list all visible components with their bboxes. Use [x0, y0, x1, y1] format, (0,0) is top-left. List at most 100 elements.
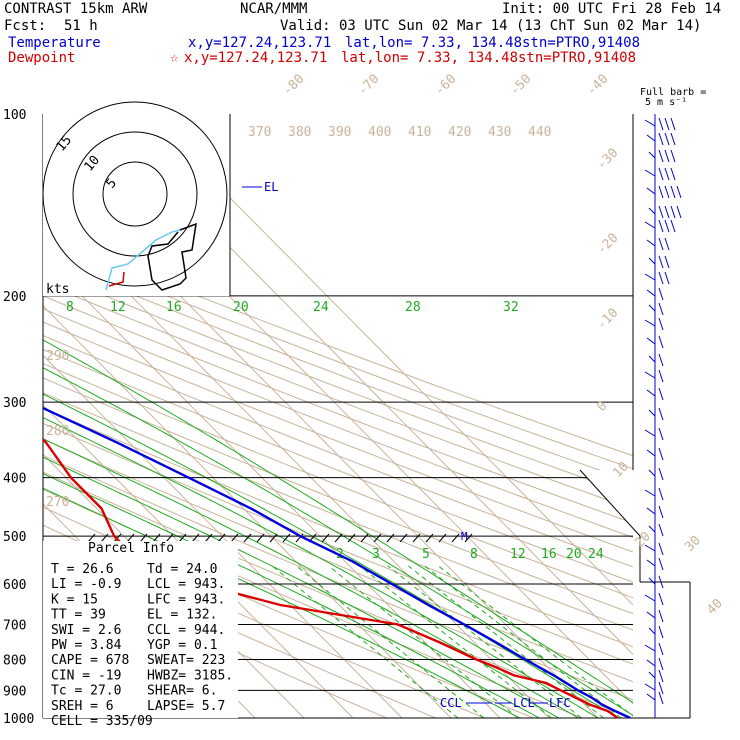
theta-label: 410	[408, 125, 431, 140]
parcel-info-left: SWI = 2.6	[51, 623, 121, 638]
pressure-tick-700: 700	[3, 618, 26, 633]
temperature-profile	[43, 406, 631, 718]
wind-barb	[644, 169, 656, 177]
isotherm-label: -40	[584, 72, 611, 99]
dry-adiabat-line	[43, 377, 633, 615]
hatch-mark	[152, 533, 161, 543]
dry-adiabat-line	[43, 270, 633, 496]
mixing-ratio-label: 20	[566, 547, 582, 562]
wind-barb-flag	[658, 487, 664, 501]
hodograph-ring-10	[72, 131, 198, 257]
hatch-mark	[100, 533, 109, 543]
hatch-mark	[139, 533, 148, 543]
parcel-info-background	[43, 541, 238, 718]
wind-barb	[648, 355, 656, 363]
wind-barb	[644, 544, 656, 552]
fcst-label: Fcst:	[4, 18, 46, 34]
wind-barb	[644, 644, 656, 652]
wind-barb-flag	[658, 132, 664, 146]
mixing-ratio-label: 16	[541, 547, 557, 562]
wind-barb-flag	[658, 657, 664, 671]
cutout-edge	[579, 469, 641, 537]
theta-label: 430	[488, 125, 511, 140]
hatch-mark	[425, 533, 434, 543]
mixing-ratio-label: 12	[510, 547, 526, 562]
hodograph-trace-mid	[105, 229, 181, 291]
theta-label: 440	[528, 125, 551, 140]
wind-barb	[644, 319, 656, 327]
pressure-tick-900: 900	[3, 684, 26, 699]
wind-barb-flag	[664, 219, 670, 233]
hatch-mark	[321, 533, 330, 543]
theta-label: 370	[248, 125, 271, 140]
parcel-info-right: SHEAR= 6.	[147, 684, 217, 699]
wind-barb-flag	[664, 132, 670, 146]
moist-adiabat-label: 24	[313, 300, 329, 315]
wind-barb	[646, 337, 656, 345]
theta-label-left: 280	[46, 424, 69, 439]
freezing-marker: M	[461, 530, 468, 543]
temperature-legend: Temperature	[8, 35, 101, 51]
parcel-info-left: CIN = -19	[51, 668, 121, 683]
wind-barb	[644, 594, 656, 602]
wind-barb-flag	[676, 205, 682, 219]
wind-barb-flag	[658, 219, 664, 233]
wind-barb-flag	[664, 237, 670, 251]
wind-barb	[646, 693, 656, 701]
dry-adiabat-line	[43, 454, 633, 701]
mixing-ratio-line	[437, 565, 633, 717]
pressure-tick-400: 400	[3, 472, 26, 487]
wind-barb-flag	[658, 271, 664, 285]
wind-barb	[644, 683, 656, 691]
wind-barb-flag	[658, 117, 664, 131]
valid-time: Valid: 03 UTC Sun 02 Mar 14 (13 ChT Sun …	[280, 18, 701, 34]
mixing-ratio-line	[328, 565, 519, 718]
isotherm-label: -30	[594, 146, 621, 173]
moist-adiabat-label: 12	[110, 300, 126, 315]
model-title: CONTRAST 15km ARW	[4, 1, 148, 17]
lcl-label: LCL	[513, 696, 535, 710]
hatch-mark	[191, 533, 200, 543]
wind-barb-flag	[658, 353, 664, 367]
moist-adiabat-label: 8	[66, 300, 74, 315]
wind-barb-column	[644, 114, 682, 718]
hatch-mark	[282, 533, 291, 543]
theta-label: 400	[368, 125, 391, 140]
isotherm-label: -60	[432, 72, 459, 99]
pressure-tick-500: 500	[3, 530, 26, 545]
wind-barb	[644, 273, 656, 281]
hatch-mark	[87, 533, 96, 543]
temperature-station: stn=PTRO,91408	[522, 35, 640, 51]
dry-adiabat-line	[43, 245, 633, 470]
isotherm-line	[146, 114, 633, 606]
pressure-tick-300: 300	[3, 396, 26, 411]
wind-barb	[648, 469, 656, 477]
isotherm-line	[97, 114, 633, 656]
wind-barb-flag	[658, 642, 664, 656]
temperature-coords: x,y=127.24,123.71	[188, 35, 331, 51]
hodograph: 15 10 5 kts	[42, 101, 231, 297]
wind-barb-flag	[658, 575, 664, 589]
parcel-info-title: Parcel Info	[88, 541, 174, 556]
isotherm-line	[48, 114, 633, 705]
dry-adiabat-line	[43, 257, 633, 483]
parcel-info-right: LFC = 943.	[147, 592, 225, 607]
parcel-info-right: Td = 24.0	[147, 562, 217, 577]
dry-adiabat-line	[43, 362, 633, 599]
wind-barb-flag	[658, 167, 664, 181]
parcel-info-table: Parcel Info T = 26.6 Td = 24.0 LI = -0.9 LC…	[43, 541, 238, 729]
wind-barb-flag	[670, 185, 676, 199]
hatch-mark	[295, 533, 304, 543]
mixing-ratio-lines	[271, 565, 633, 718]
wind-barb-flag	[664, 255, 670, 269]
wind-barb	[646, 559, 656, 567]
wind-barb-flag	[658, 542, 664, 556]
moist-adiabat-label: 32	[503, 300, 519, 315]
fcst-value: 51 h	[64, 18, 98, 34]
pressure-tick-100: 100	[3, 108, 26, 123]
mixing-ratio-line	[359, 565, 552, 718]
pressure-tick-labels: 100 200 300 400 500 600 700 800 900 1000	[3, 108, 34, 727]
hodograph-ring-5	[102, 161, 168, 227]
isotherm-line	[43, 255, 501, 718]
